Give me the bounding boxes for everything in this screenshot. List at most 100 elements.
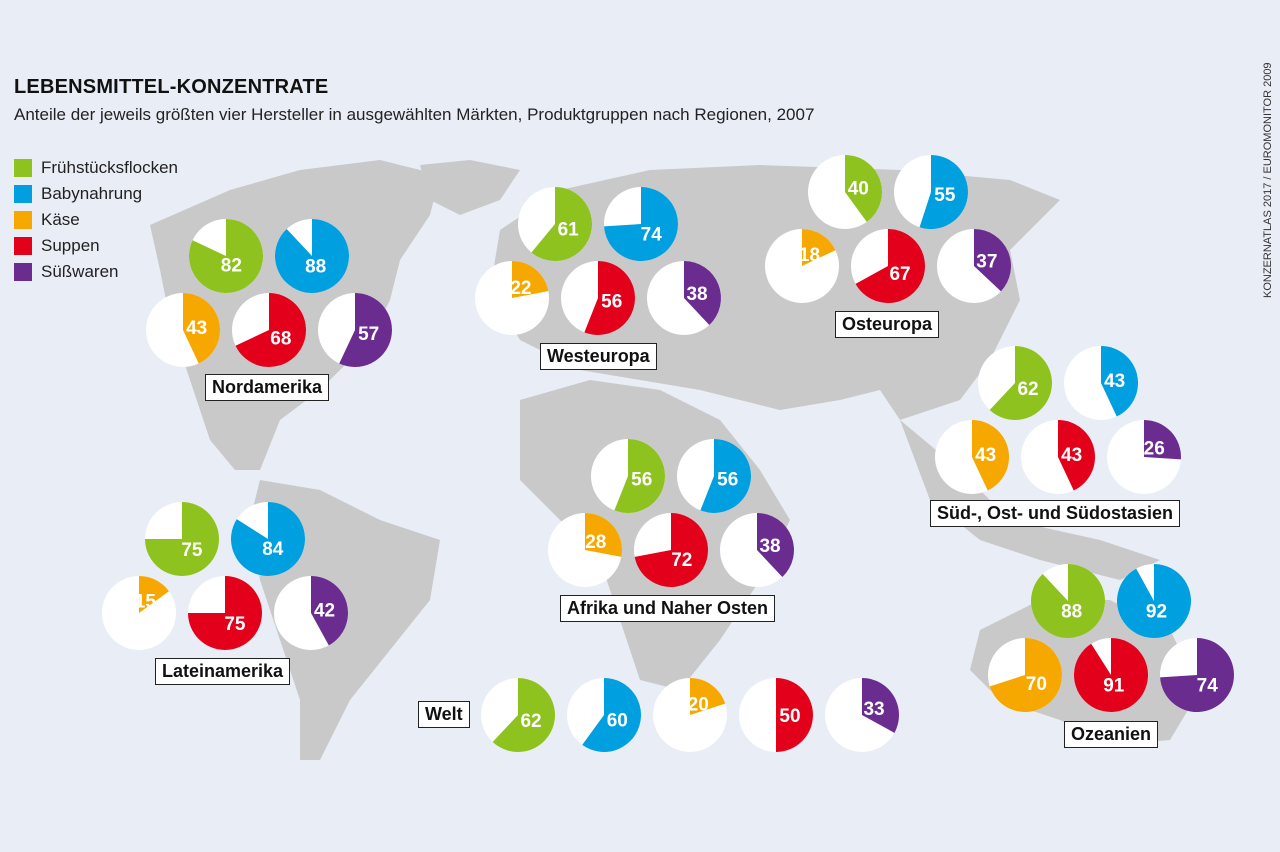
pie-slice: [802, 229, 836, 266]
pie-westeuropa: 22: [475, 261, 549, 335]
pie-slice: [919, 155, 969, 229]
region-label-ozeanien: Ozeanien: [1064, 721, 1159, 748]
pie-welt: 60: [567, 678, 641, 752]
legend-swatch: [14, 237, 32, 255]
pie-value-label: 42: [314, 601, 335, 622]
pie-slice: [974, 229, 1012, 292]
pie-slice: [700, 439, 752, 513]
pie-osteuropa: 55: [894, 155, 969, 229]
pie-value-label: 56: [717, 470, 738, 491]
legend-label: Käse: [41, 210, 80, 229]
pie-slice: [492, 678, 555, 752]
legend-label: Frühstücksflocken: [41, 158, 178, 177]
pie-value-label: 50: [779, 706, 800, 727]
pie-slice: [139, 576, 169, 613]
pie-value-label: 26: [1144, 438, 1165, 459]
pie-value-label: 18: [799, 245, 820, 266]
pie-value-label: 28: [585, 532, 606, 553]
pie-value-label: 40: [848, 179, 869, 200]
legend-item: Frühstücksflocken: [14, 155, 178, 181]
pie-slice: [690, 678, 726, 715]
map-greenland: [420, 160, 520, 215]
pie-slice: [776, 678, 813, 752]
pie-slice: [989, 346, 1053, 420]
region-label-osteuropa: Osteuropa: [835, 311, 940, 338]
pie-slice: [1031, 564, 1106, 639]
pie-afrika-und-naher-osten: 72: [634, 513, 709, 587]
pie-osteuropa: 18: [765, 229, 839, 303]
region-label-westeuropa: Westeuropa: [540, 343, 657, 370]
chart-subtitle: Anteile der jeweils größten vier Herstel…: [14, 105, 815, 124]
pie-value-label: 88: [305, 256, 326, 277]
pie-value-label: 22: [510, 278, 531, 299]
pie-slice: [989, 638, 1062, 712]
pie-value-label: 38: [686, 284, 707, 305]
pie-value-label: 84: [262, 539, 284, 560]
pie-ozeanien: 70: [988, 638, 1062, 712]
pie-value-label: 70: [1026, 674, 1047, 695]
pie-value-label: 43: [186, 318, 207, 339]
pie-slice: [1074, 638, 1148, 713]
pie-slice: [972, 420, 1010, 491]
pie-slice: [231, 502, 305, 576]
region-label-lateinamerika: Lateinamerika: [155, 658, 291, 685]
legend-swatch: [14, 185, 32, 203]
pie-lateinamerika: 75: [188, 576, 262, 650]
pie-slice: [614, 439, 665, 513]
pie-süd-ost-und-südostasien: 43: [1021, 420, 1095, 494]
legend-item: Süßwaren: [14, 259, 178, 285]
pie-slice: [1101, 346, 1138, 417]
pie-value-label: 92: [1146, 602, 1167, 623]
pie-westeuropa: 61: [518, 187, 592, 261]
pie-afrika-und-naher-osten: 56: [677, 439, 752, 513]
pie-afrika-und-naher-osten: 56: [591, 439, 665, 513]
pie-value-label: 38: [759, 536, 780, 557]
pie-westeuropa: 38: [647, 261, 721, 335]
pie-value-label: 60: [607, 710, 628, 731]
pie-slice: [634, 513, 709, 587]
pie-süd-ost-und-südostasien: 43: [935, 420, 1010, 494]
legend-label: Suppen: [41, 236, 100, 255]
pie-value-label: 74: [1197, 676, 1219, 697]
map-southeast-asia: [900, 420, 1160, 580]
pie-slice: [862, 678, 899, 733]
legend-label: Süßwaren: [41, 262, 119, 281]
pie-nordamerika: 88: [275, 219, 349, 293]
legend-swatch: [14, 211, 32, 229]
region-label-afrika: Afrika und Naher Osten: [560, 595, 776, 622]
pie-welt: 33: [825, 678, 899, 752]
pie-value-label: 15: [135, 592, 157, 613]
pie-slice: [684, 261, 721, 325]
pie-afrika-und-naher-osten: 28: [548, 513, 622, 587]
pie-welt: 50: [739, 678, 813, 752]
pie-slice: [188, 576, 262, 650]
pie-slice: [1117, 564, 1191, 638]
pie-value-label: 55: [934, 185, 956, 206]
pie-slice: [855, 229, 926, 303]
pie-slice: [1144, 420, 1181, 460]
pie-value-label: 68: [270, 329, 291, 350]
pie-nordamerika: 82: [189, 219, 263, 293]
legend-item: Babynahrung: [14, 181, 178, 207]
pie-value-label: 67: [889, 264, 910, 285]
pie-lateinamerika: 84: [231, 502, 305, 576]
pie-value-label: 33: [863, 699, 884, 720]
pie-slice: [189, 219, 263, 293]
pie-value-label: 43: [975, 445, 996, 466]
pie-westeuropa: 56: [561, 261, 635, 335]
pie-slice: [183, 293, 221, 364]
pie-value-label: 88: [1061, 601, 1082, 622]
pie-nordamerika: 68: [232, 293, 306, 368]
pie-slice: [604, 187, 678, 261]
pie-slice: [1160, 638, 1235, 713]
pie-nordamerika: 43: [146, 293, 221, 367]
legend-item: Käse: [14, 207, 178, 233]
pie-slice: [845, 155, 882, 222]
pie-value-label: 43: [1061, 445, 1082, 466]
pie-süd-ost-und-südostasien: 62: [978, 346, 1053, 420]
pie-slice: [757, 513, 795, 577]
legend-swatch: [14, 263, 32, 281]
region-label-welt: Welt: [418, 701, 470, 728]
pie-slice: [582, 678, 641, 752]
